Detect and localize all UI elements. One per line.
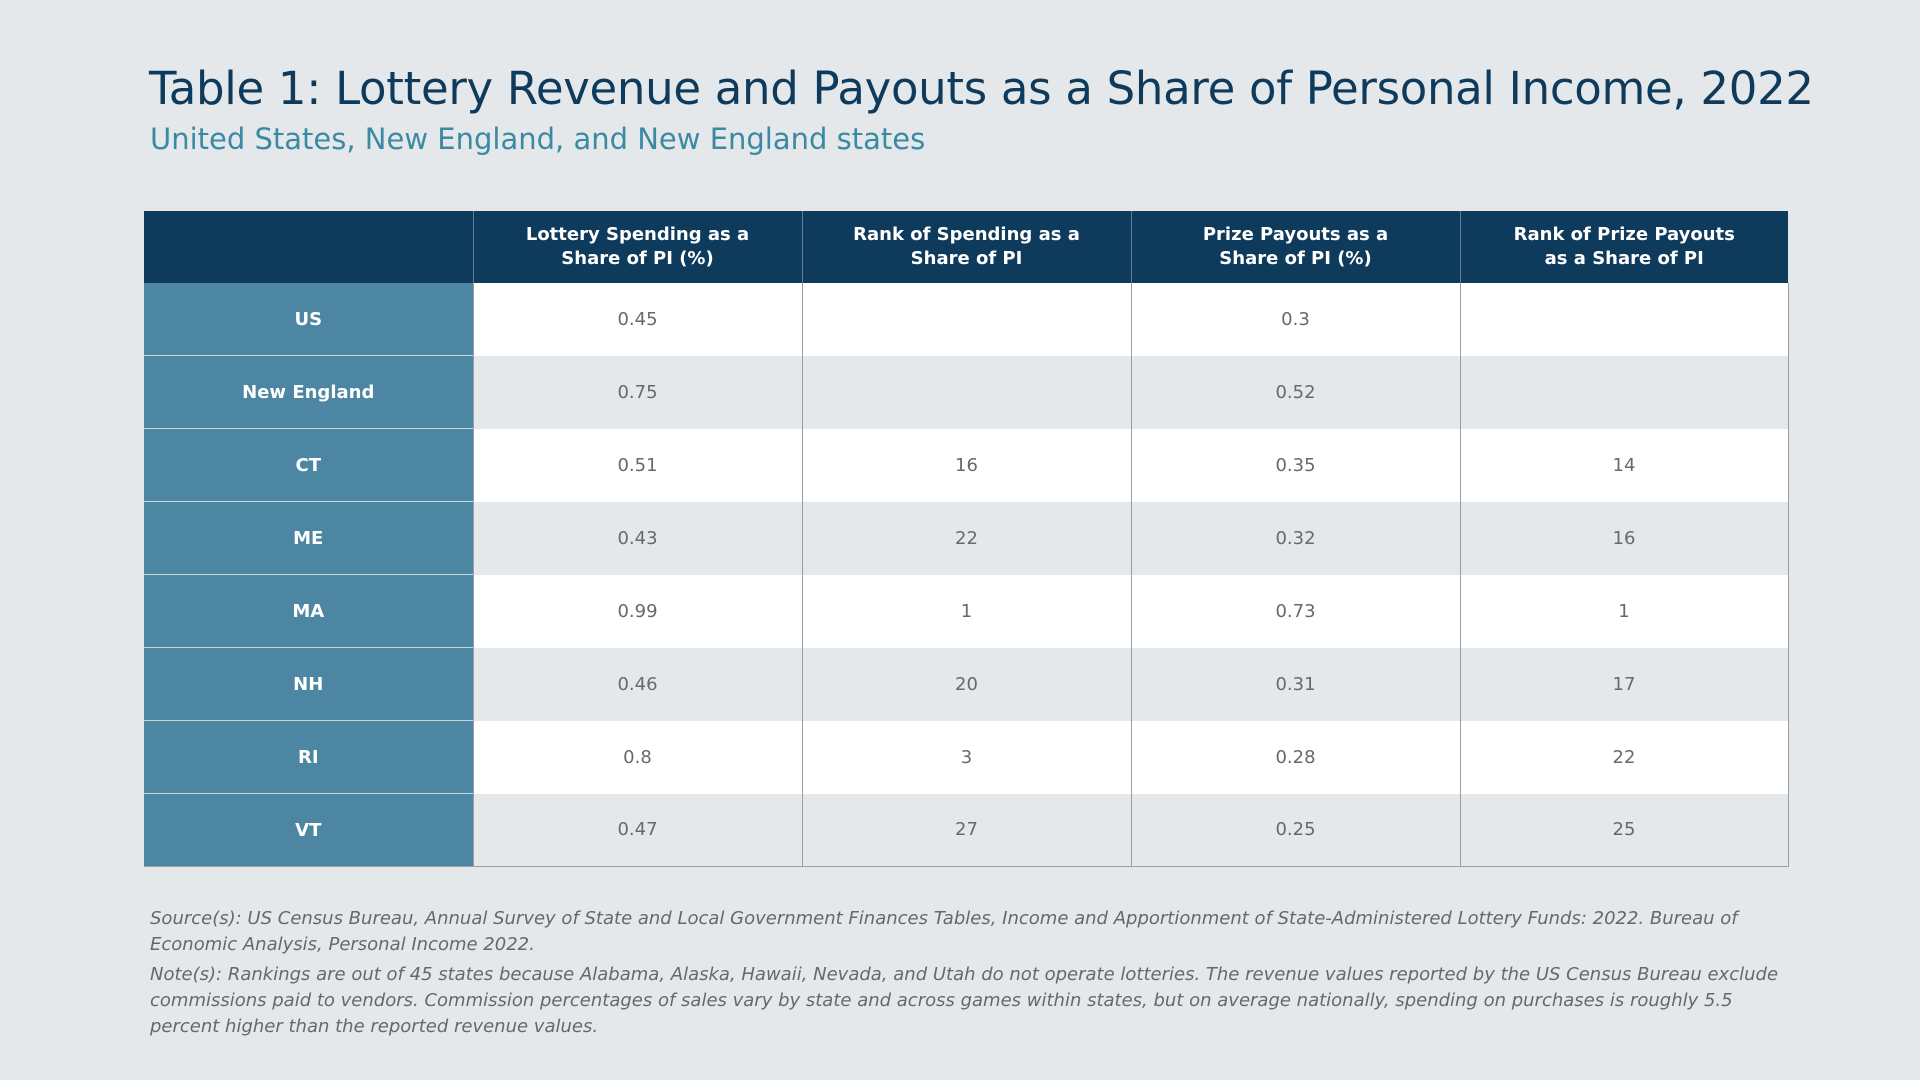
table-cell	[801, 283, 1131, 356]
table-cell	[1459, 355, 1789, 429]
table-row: RI 0.8 3 0.28 22	[144, 720, 1789, 794]
header-cell-prize-payouts: Prize Payouts as a Share of PI (%)	[1130, 211, 1460, 283]
table-row: New England 0.75 0.52	[144, 355, 1789, 429]
methodology-note: Note(s): Rankings are out of 45 states b…	[150, 964, 1779, 1037]
table-cell: 0.47	[472, 793, 802, 867]
row-label: VT	[144, 793, 473, 867]
table-cell: 0.8	[472, 720, 802, 794]
table-row: NH 0.46 20 0.31 17	[144, 647, 1789, 721]
row-label: NH	[144, 647, 473, 721]
table-cell: 22	[801, 501, 1131, 575]
table-cell: 14	[1459, 428, 1789, 502]
row-label: ME	[144, 501, 473, 575]
row-label: RI	[144, 720, 473, 794]
table-cell: 0.45	[472, 283, 802, 356]
table-cell: 17	[1459, 647, 1789, 721]
table-row: MA 0.99 1 0.73 1	[144, 574, 1789, 648]
header-label: Lottery Spending as a Share of PI (%)	[525, 224, 750, 269]
table-cell: 0.99	[472, 574, 802, 648]
table-title: Table 1: Lottery Revenue and Payouts as …	[149, 62, 1814, 115]
table-cell: 0.46	[472, 647, 802, 721]
table-cell: 0.35	[1130, 428, 1460, 502]
table-cell: 0.52	[1130, 355, 1460, 429]
header-cell-spending-rank: Rank of Spending as a Share of PI	[801, 211, 1131, 283]
header-row: Lottery Spending as a Share of PI (%) Ra…	[144, 211, 1788, 283]
table-cell: 1	[1459, 574, 1789, 648]
table-cell: 0.3	[1130, 283, 1460, 356]
table-row: CT 0.51 16 0.35 14	[144, 428, 1789, 502]
table-cell: 16	[1459, 501, 1789, 575]
row-label: US	[144, 283, 473, 356]
header-label: Rank of Prize Payouts as a Share of PI	[1513, 224, 1735, 269]
table-cell: 16	[801, 428, 1131, 502]
table-cell: 0.75	[472, 355, 802, 429]
data-table: Lottery Spending as a Share of PI (%) Ra…	[144, 211, 1789, 867]
footnotes: Source(s): US Census Bureau, Annual Surv…	[150, 906, 1790, 1044]
table-cell: 0.28	[1130, 720, 1460, 794]
row-label: CT	[144, 428, 473, 502]
table-row: US 0.45 0.3	[144, 283, 1789, 356]
table-cell: 20	[801, 647, 1131, 721]
source-note: Source(s): US Census Bureau, Annual Surv…	[150, 908, 1738, 955]
header-cell-payouts-rank: Rank of Prize Payouts as a Share of PI	[1459, 211, 1788, 283]
table-row: VT 0.47 27 0.25 25	[144, 793, 1789, 867]
table-subtitle: United States, New England, and New Engl…	[150, 122, 926, 156]
row-label: New England	[144, 355, 473, 429]
table-cell: 22	[1459, 720, 1789, 794]
table-cell: 0.25	[1130, 793, 1460, 867]
table-cell	[1459, 283, 1789, 356]
header-label: Prize Payouts as a Share of PI (%)	[1202, 224, 1389, 269]
table-cell: 0.51	[472, 428, 802, 502]
table-cell: 0.32	[1130, 501, 1460, 575]
table-cell: 27	[801, 793, 1131, 867]
header-cell-corner	[144, 211, 473, 283]
table-cell: 0.43	[472, 501, 802, 575]
header-label: Rank of Spending as a Share of PI	[853, 224, 1080, 269]
table-cell	[801, 355, 1131, 429]
table-cell: 0.73	[1130, 574, 1460, 648]
table-cell: 1	[801, 574, 1131, 648]
table-cell: 25	[1459, 793, 1789, 867]
table-cell: 3	[801, 720, 1131, 794]
table-row: ME 0.43 22 0.32 16	[144, 501, 1789, 575]
header-cell-lottery-spending: Lottery Spending as a Share of PI (%)	[472, 211, 802, 283]
table-cell: 0.31	[1130, 647, 1460, 721]
row-label: MA	[144, 574, 473, 648]
